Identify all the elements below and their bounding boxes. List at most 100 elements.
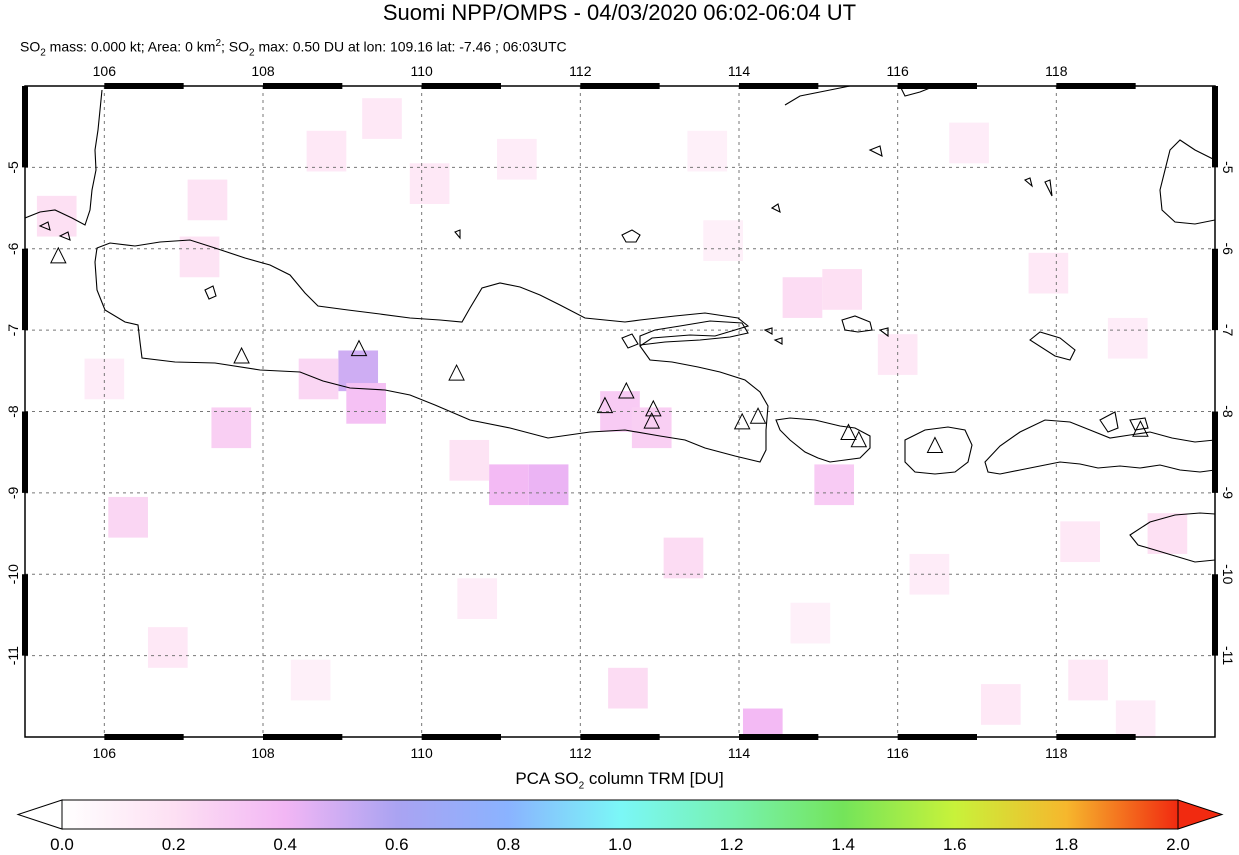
frame-bar-top — [263, 83, 343, 89]
frame-bar-bottom — [263, 734, 343, 740]
axis-tick-labels: 106 106 108 108 110 110 112 112 114 114 116 116 118 1… — [5, 63, 1236, 761]
colorbar-tick-label: 1.6 — [942, 835, 967, 854]
so2-pixel — [36, 195, 77, 237]
frame-bar-bottom — [897, 734, 977, 740]
so2-pixel — [949, 122, 989, 164]
lat-tick-label-left: -9 — [5, 486, 21, 499]
frame-bar-right — [1212, 248, 1218, 331]
frame-bar-left — [22, 86, 28, 168]
lon-tick-label-bottom: 108 — [251, 745, 275, 761]
volcano-triangle-icon — [233, 346, 250, 364]
frame-bar-right — [1212, 411, 1218, 493]
colorbar — [16, 799, 1224, 830]
colorbar-bar — [62, 800, 1178, 829]
volcano-triangle-icon — [350, 339, 368, 357]
lon-tick-label-top: 110 — [411, 63, 434, 79]
coastline-madura — [639, 320, 749, 346]
so2-pixel — [211, 407, 252, 449]
lon-tick-label-top: 116 — [887, 63, 910, 79]
map-title: Suomi NPP/OMPS - 04/03/2020 06:02-06:04 … — [382, 0, 857, 25]
colorbar-min-arrow — [16, 799, 63, 830]
lon-tick-label-bottom: 106 — [93, 745, 117, 761]
lat-tick-label-left: -10 — [5, 564, 21, 584]
lat-tick-label-right: -8 — [1220, 405, 1236, 418]
colorbar-tick-label: 0.8 — [496, 835, 521, 854]
lat-tick-label-left: -11 — [5, 646, 21, 665]
colorbar-tick-label: 1.0 — [608, 835, 632, 854]
so2-pixel — [290, 659, 331, 701]
so2-pixel — [663, 537, 704, 579]
so2-pixel — [1115, 700, 1156, 737]
lon-tick-label-bottom: 114 — [728, 745, 751, 761]
lon-tick-label-bottom: 112 — [569, 745, 592, 761]
coastline-sulawesi — [1159, 139, 1215, 225]
frame-bar-right — [1212, 86, 1218, 168]
frame-bar-top — [1056, 83, 1136, 89]
volcano-triangle-icon — [733, 412, 751, 430]
frame-bar-bottom — [580, 734, 660, 740]
so2-pixel — [1147, 513, 1188, 554]
frame-bar-left — [22, 411, 28, 493]
volcano-triangle-icon — [850, 430, 868, 448]
colorbar-title: PCA SO2 column TRM [DU] — [515, 769, 724, 792]
so2-pixel — [409, 163, 450, 204]
lon-tick-label-top: 112 — [569, 63, 592, 79]
volcano-triangle-icon — [840, 423, 857, 440]
so2-pixel — [187, 179, 228, 221]
lon-tick-label-top: 114 — [728, 63, 751, 79]
so2-pixel — [1028, 252, 1069, 294]
volcano-triangle-icon — [749, 407, 767, 424]
so2-pixel — [457, 578, 498, 620]
volcano-triangle-icon — [596, 396, 614, 414]
colorbar-tick-label: 1.2 — [719, 835, 744, 854]
volcano-triangle-icon — [643, 411, 661, 429]
coastline-bali — [775, 417, 871, 463]
so2-pixel — [822, 269, 862, 310]
colorbar-tick-label: 0.2 — [161, 835, 186, 854]
colorbar-tick-label: 0.4 — [273, 835, 298, 854]
lon-tick-label-top: 106 — [93, 63, 117, 79]
so2-pixel — [1060, 521, 1100, 563]
colorbar-tick-label: 1.8 — [1054, 835, 1079, 854]
so2-pixel — [687, 130, 728, 172]
so2-pixel — [1068, 659, 1108, 701]
lat-tick-label-left: -6 — [5, 242, 21, 255]
so2-pixel — [84, 358, 125, 400]
so2-pixel — [814, 464, 855, 506]
colorbar-tick-label: 0.0 — [50, 835, 74, 854]
lat-tick-label-left: -7 — [5, 324, 21, 337]
so2-pixel — [782, 277, 823, 318]
frame-bar-right — [1212, 574, 1218, 656]
volcano-triangle-icon — [448, 363, 465, 381]
lat-tick-label-right: -6 — [1220, 243, 1236, 256]
lat-tick-label-left: -8 — [5, 405, 21, 418]
lat-tick-label-right: -9 — [1220, 487, 1236, 500]
frame-bar-left — [22, 248, 28, 331]
frame-bar-top — [104, 83, 184, 89]
coastline-sumbawa — [984, 419, 1215, 475]
volcano-markers — [50, 246, 1149, 453]
frame-bar-top — [739, 83, 819, 89]
lat-tick-label-right: -11 — [1220, 646, 1236, 665]
so2-pixel — [742, 708, 783, 737]
frame-bar-bottom — [1056, 734, 1136, 740]
frame-bar-bottom — [104, 734, 184, 740]
so2-pixel — [108, 496, 148, 538]
frame-bar-top — [897, 83, 977, 89]
volcano-triangle-icon — [618, 381, 635, 399]
lon-tick-label-top: 118 — [1045, 63, 1068, 79]
frame-degree-bars — [22, 83, 1218, 740]
so2-stats-subtitle: SO2 mass: 0.000 kt; Area: 0 km2; SO2 max… — [20, 38, 567, 59]
lon-tick-label-bottom: 116 — [887, 745, 910, 761]
colorbar-tick-label: 1.4 — [831, 835, 856, 854]
volcano-triangle-icon — [1132, 420, 1149, 437]
frame-bar-top — [421, 83, 501, 89]
lat-tick-label-right: -10 — [1220, 564, 1236, 584]
colorbar-outline — [61, 799, 1179, 830]
so2-pixel — [1107, 317, 1148, 359]
graticule — [25, 86, 1215, 737]
so2-pixel — [306, 130, 347, 172]
coastline-sumatra — [25, 89, 103, 226]
lon-tick-label-top: 108 — [251, 63, 275, 79]
